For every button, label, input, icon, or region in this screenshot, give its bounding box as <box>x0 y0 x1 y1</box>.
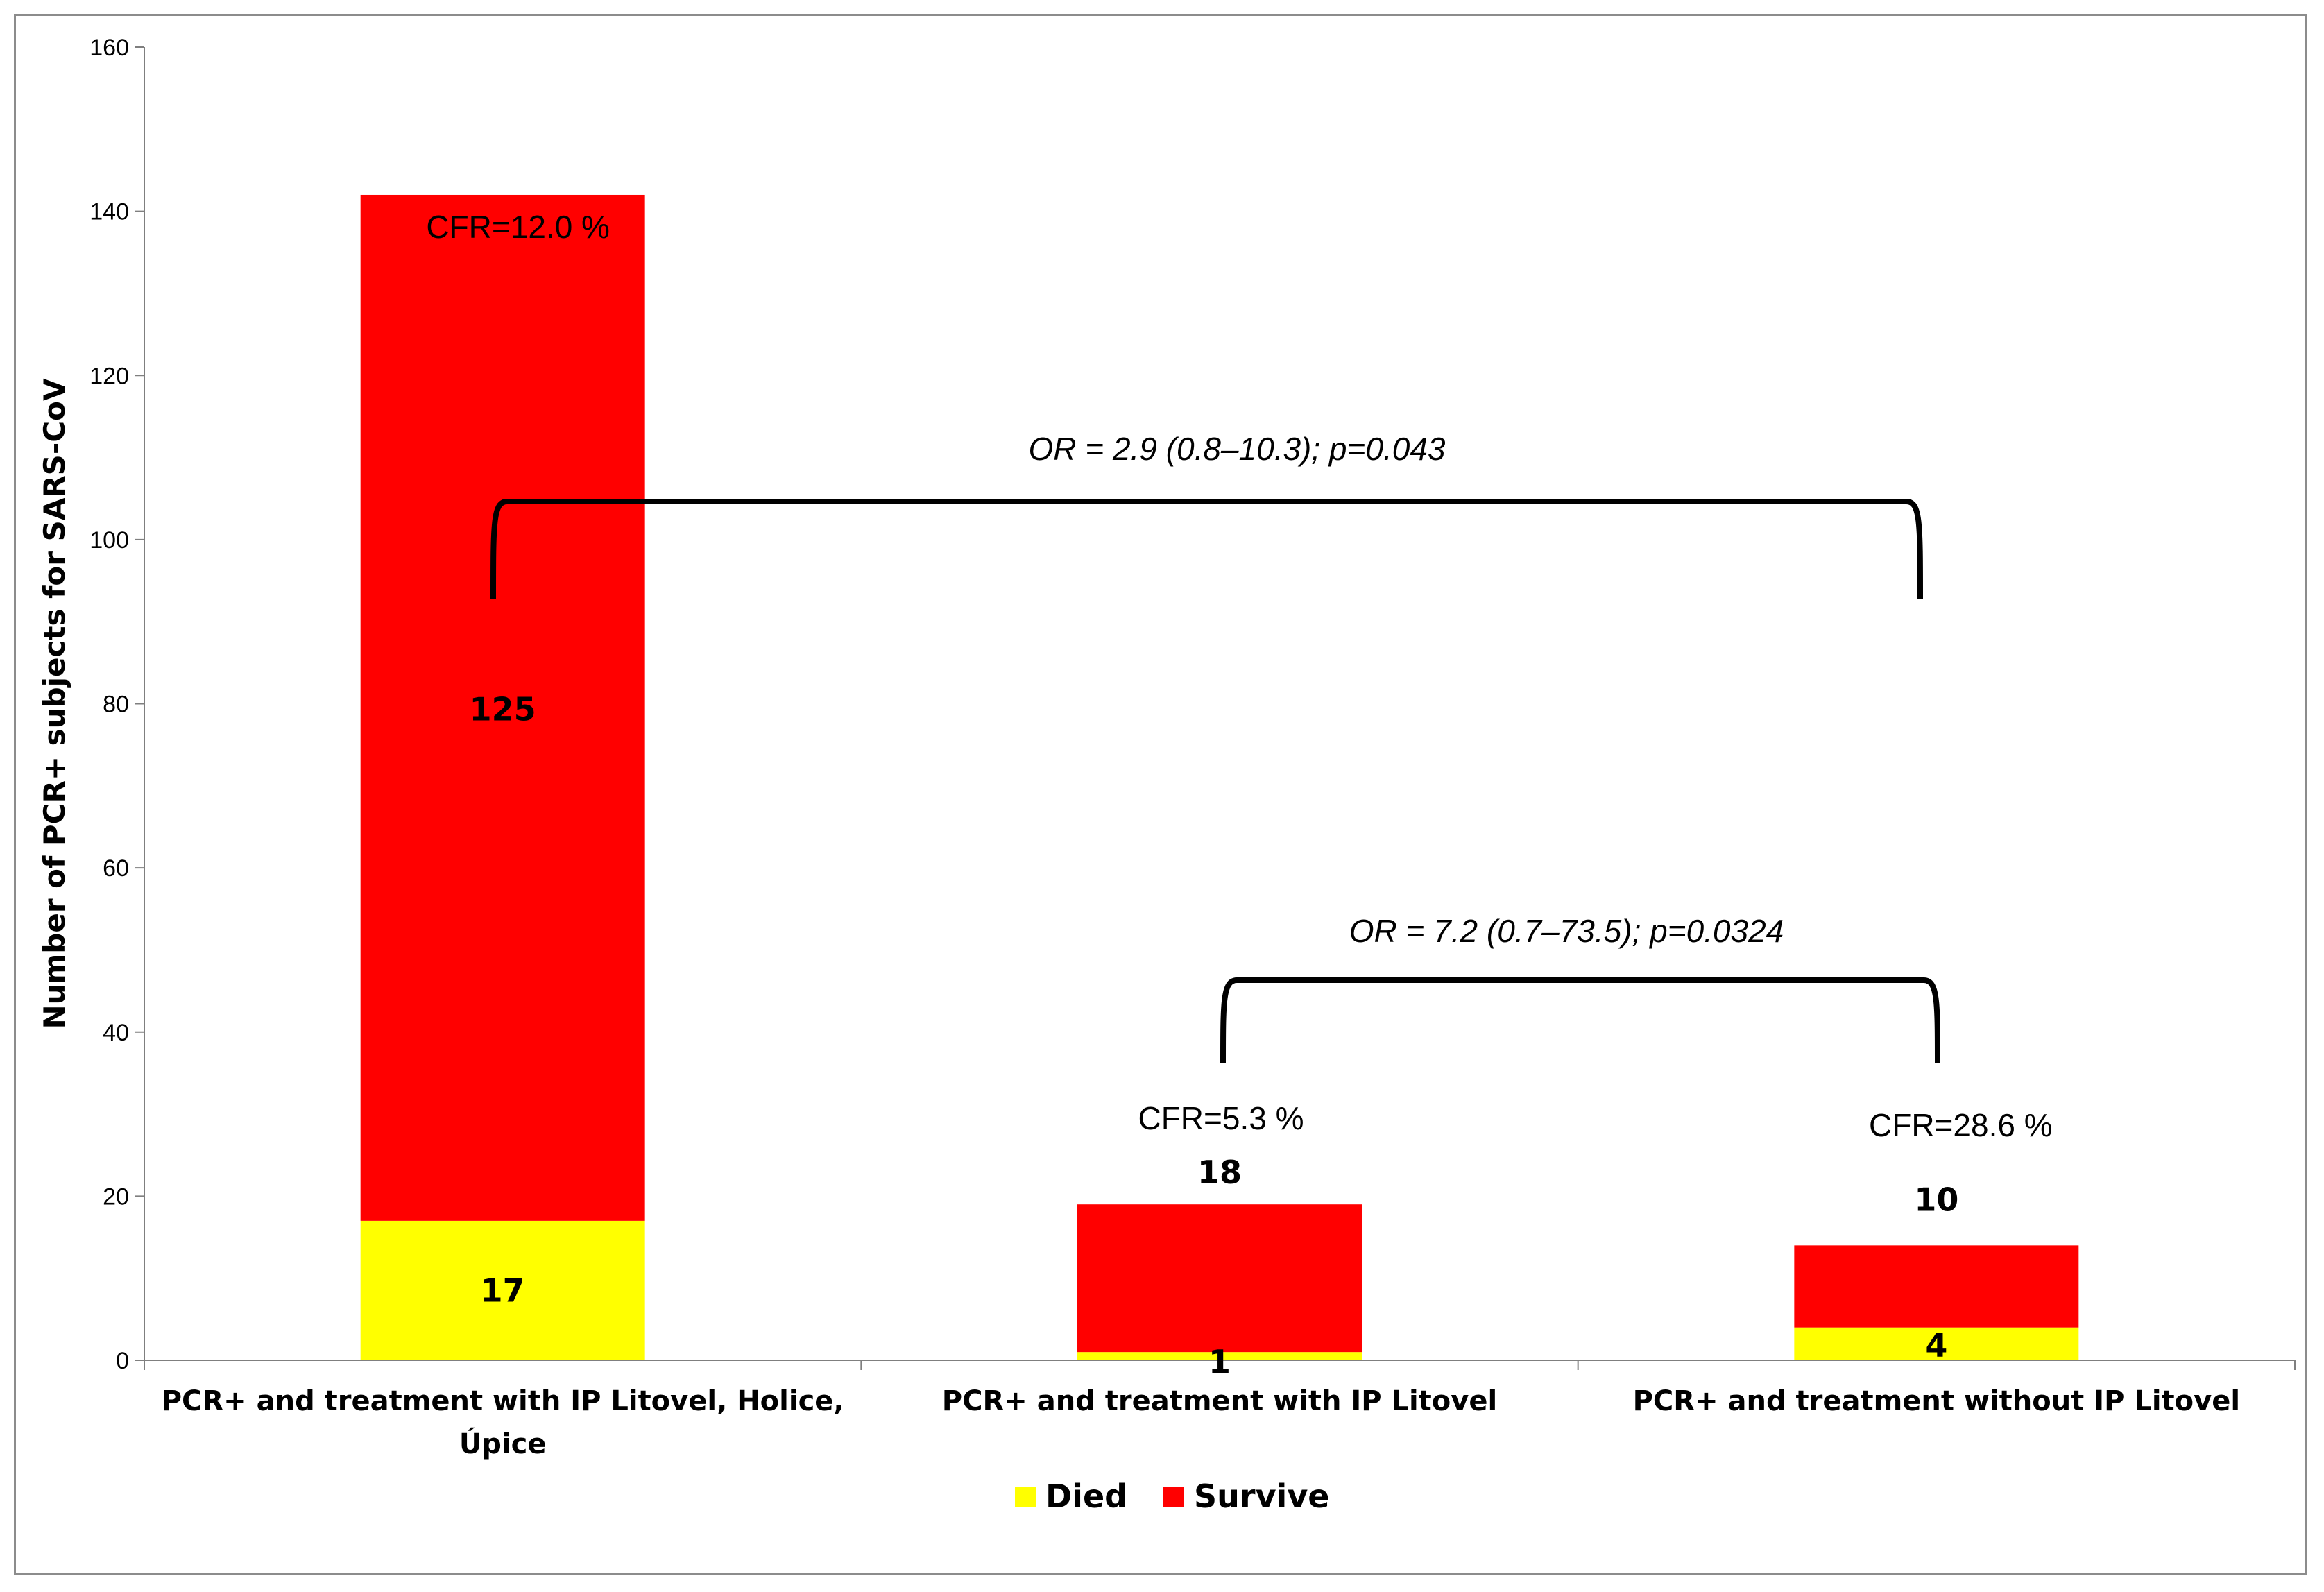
bar-died <box>1794 1327 2079 1360</box>
bar-survive <box>360 194 645 1221</box>
y-axis-title: Number of PCR+ subjects for SARS-CoV <box>37 378 71 1029</box>
y-tick-label: 100 <box>89 527 129 554</box>
legend-swatch-died <box>1015 1487 1036 1507</box>
stacked-bar-chart: 0 20 40 60 80 100 120 140 160 Number of PCR+ subj… <box>37 35 2296 1515</box>
bar-survive <box>1794 1245 2079 1328</box>
y-tick-label: 140 <box>89 199 129 225</box>
data-label-died: 1 <box>1208 1343 1231 1380</box>
legend-label-survive: Survive <box>1194 1478 1330 1515</box>
y-tick-label: 120 <box>89 363 129 389</box>
data-label-survive: 125 <box>470 690 536 728</box>
chart-frame: 0 20 40 60 80 100 120 140 160 Number of PCR+ subj… <box>14 14 2307 1575</box>
legend-swatch-survive <box>1163 1487 1184 1507</box>
bar-survive <box>1077 1204 1362 1353</box>
legend-label-died: Died <box>1045 1478 1127 1515</box>
y-tick-label: 40 <box>103 1020 129 1046</box>
odds-ratio-bracket <box>1220 977 1940 1064</box>
cfr-annotation: CFR=5.3 % <box>1138 1100 1304 1136</box>
y-tick-label: 0 <box>116 1348 129 1374</box>
x-category-label: PCR+ and treatment with IP Litovel, Holi… <box>162 1385 844 1417</box>
data-label-survive: 18 <box>1197 1154 1242 1191</box>
data-label-survive: 10 <box>1914 1181 1958 1218</box>
odds-ratio-bracket <box>490 499 1923 599</box>
cfr-annotation: CFR=28.6 % <box>1869 1107 2053 1143</box>
x-category-label: PCR+ and treatment with IP Litovel <box>942 1385 1497 1417</box>
y-tick-label: 60 <box>103 855 129 882</box>
x-category-label: Úpice <box>459 1427 547 1460</box>
data-label-died: 4 <box>1925 1326 1947 1364</box>
bar-died <box>1077 1352 1362 1360</box>
x-category-label: PCR+ and treatment without IP Litovel <box>1633 1385 2240 1417</box>
y-tick-label: 160 <box>89 35 129 61</box>
y-tick-label: 20 <box>103 1183 129 1210</box>
odds-ratio-label: OR = 2.9 (0.8–10.3); p=0.043 <box>1029 431 1446 467</box>
cfr-annotation: CFR=12.0 % <box>426 209 610 245</box>
odds-ratio-label: OR = 7.2 (0.7–73.5); p=0.0324 <box>1349 913 1784 949</box>
y-tick-label: 80 <box>103 692 129 718</box>
bar-died <box>360 1220 645 1360</box>
data-label-died: 17 <box>481 1272 525 1309</box>
